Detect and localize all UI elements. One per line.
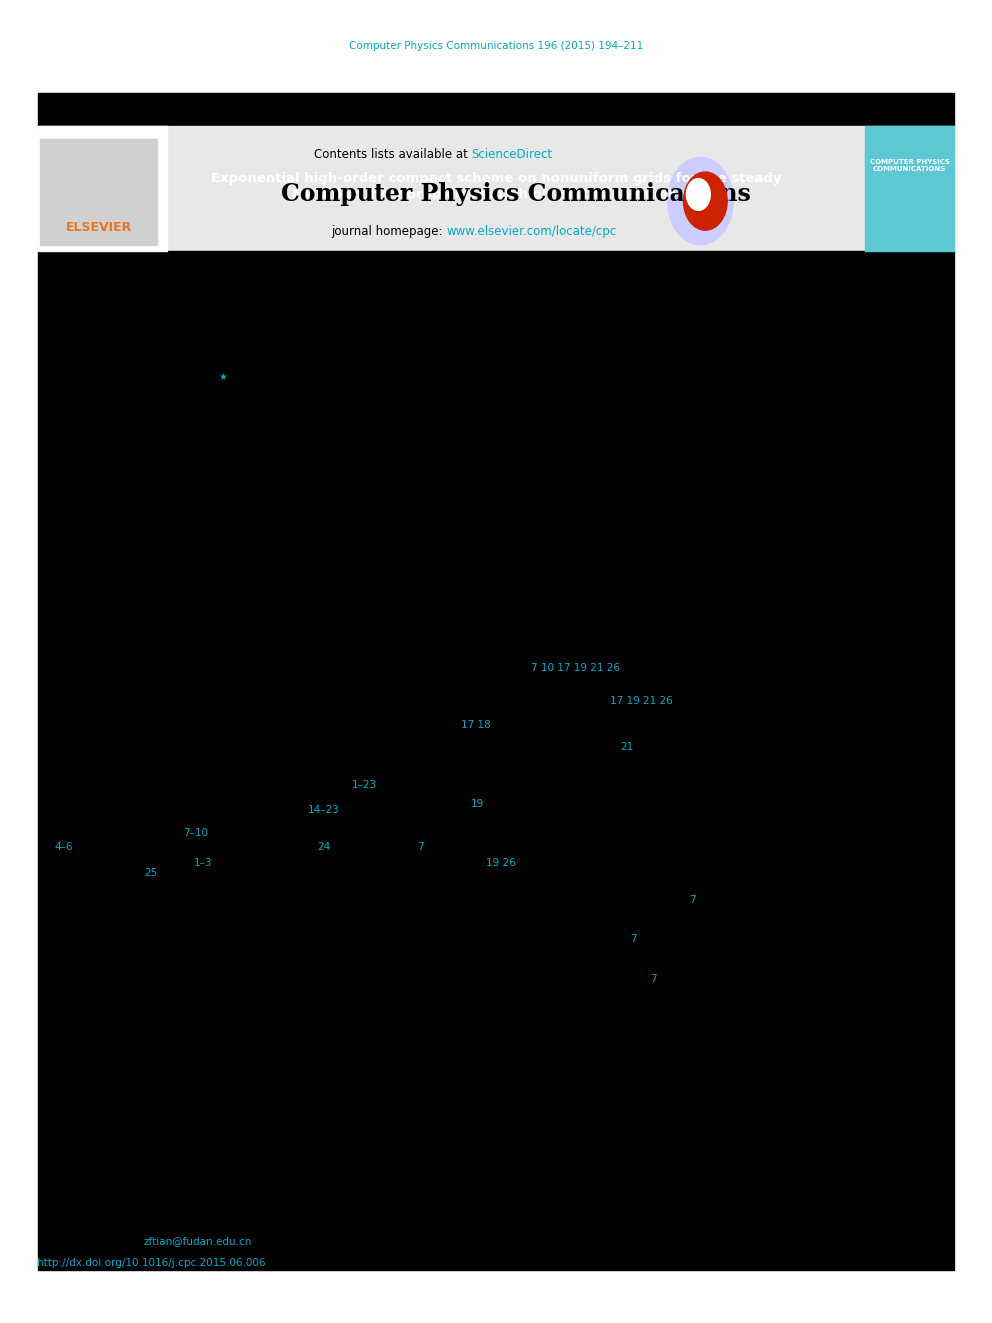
Text: 1–23: 1–23 — [352, 779, 377, 790]
Text: Contents lists available at: Contents lists available at — [313, 148, 471, 161]
Text: zftian@fudan.edu.cn: zftian@fudan.edu.cn — [144, 1236, 252, 1246]
Text: MHD duct flow problems with high Hartmann numbers: MHD duct flow problems with high Hartman… — [292, 188, 700, 201]
Text: 7 10 17 19 21 26: 7 10 17 19 21 26 — [531, 663, 620, 673]
Text: 7: 7 — [689, 894, 696, 905]
Bar — [0, 0, 992, 93]
Text: Computer Physics Communications: Computer Physics Communications — [281, 183, 751, 206]
Text: 17 18: 17 18 — [461, 720, 491, 730]
Circle shape — [686, 179, 710, 210]
Text: ELSEVIER: ELSEVIER — [66, 221, 132, 234]
Text: http://dx.doi.org/10.1016/j.cpc.2015.06.006: http://dx.doi.org/10.1016/j.cpc.2015.06.… — [37, 1258, 265, 1269]
Bar — [865, 126, 954, 251]
Text: Computer Physics Communications 196 (2015) 194–211: Computer Physics Communications 196 (201… — [349, 41, 643, 52]
Text: Exponential high-order compact scheme on nonuniform grids for the steady: Exponential high-order compact scheme on… — [210, 172, 782, 185]
Text: 7–10: 7–10 — [184, 828, 208, 839]
Circle shape — [683, 172, 727, 230]
Text: 4–6: 4–6 — [55, 841, 73, 852]
Bar — [40, 139, 157, 245]
Text: journal homepage:: journal homepage: — [331, 225, 446, 238]
Text: 7: 7 — [417, 841, 424, 852]
Bar — [38, 126, 167, 251]
Text: www.elsevier.com/locate/cpc: www.elsevier.com/locate/cpc — [446, 225, 616, 238]
Bar — [38, 126, 954, 251]
Text: 14–23: 14–23 — [308, 804, 339, 815]
Circle shape — [668, 157, 733, 245]
Text: ★: ★ — [219, 372, 227, 382]
Text: 7: 7 — [630, 934, 637, 945]
Text: COMPUTER PHYSICS
COMMUNICATIONS: COMPUTER PHYSICS COMMUNICATIONS — [870, 159, 949, 172]
Text: 7: 7 — [650, 974, 657, 984]
Bar — [38, 93, 954, 126]
Bar — [38, 251, 954, 1270]
Text: 19: 19 — [471, 799, 484, 810]
Text: ScienceDirect: ScienceDirect — [471, 148, 553, 161]
Text: 1–3: 1–3 — [193, 857, 212, 868]
Text: 21: 21 — [620, 742, 633, 753]
Text: 24: 24 — [317, 841, 330, 852]
Text: 25: 25 — [144, 868, 157, 878]
Text: 19 26: 19 26 — [486, 857, 516, 868]
Text: 17 19 21 26: 17 19 21 26 — [610, 696, 673, 706]
